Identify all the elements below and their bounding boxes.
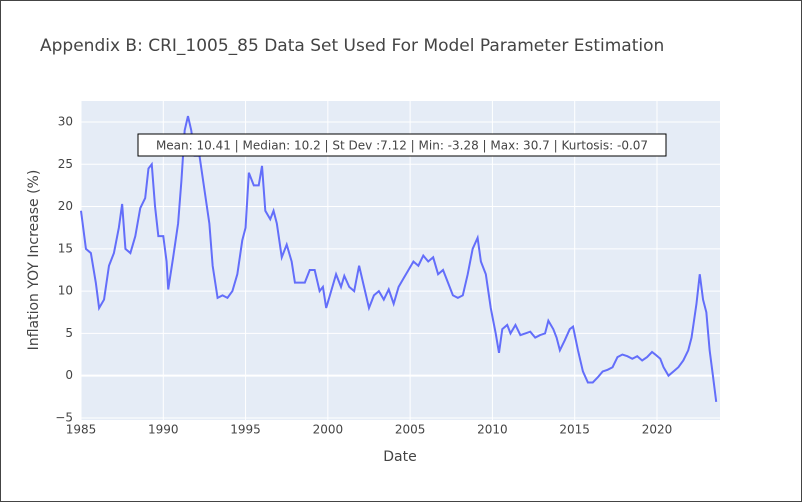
y-tick-label: −5 [55,410,73,424]
x-tick-label: 2000 [313,423,344,437]
y-tick-label: 20 [58,199,73,213]
x-tick-label: 1990 [148,423,179,437]
stats-annotation: Mean: 10.41 | Median: 10.2 | St Dev :7.1… [156,139,648,153]
x-tick-label: 1985 [66,423,97,437]
x-tick-label: 2015 [559,423,590,437]
y-tick-label: 5 [65,326,73,340]
y-tick-label: 0 [65,368,73,382]
x-tick-label: 2005 [395,423,426,437]
stats-box [137,133,667,157]
data-line [80,115,718,403]
x-axis-label: Date [383,449,416,465]
y-tick-label: 10 [58,284,73,298]
y-tick-label: 30 [58,114,73,128]
x-tick-label: 1995 [230,423,261,437]
y-tick-label: 15 [58,241,73,255]
y-tick-label: 25 [58,157,73,171]
x-tick-label: 2010 [477,423,508,437]
chart-title: Appendix B: CRI_1005_85 Data Set Used Fo… [40,36,664,56]
marks [80,115,718,403]
y-axis-label: Inflation YOY Increase (%) [26,170,42,351]
x-tick-label: 2020 [642,423,673,437]
